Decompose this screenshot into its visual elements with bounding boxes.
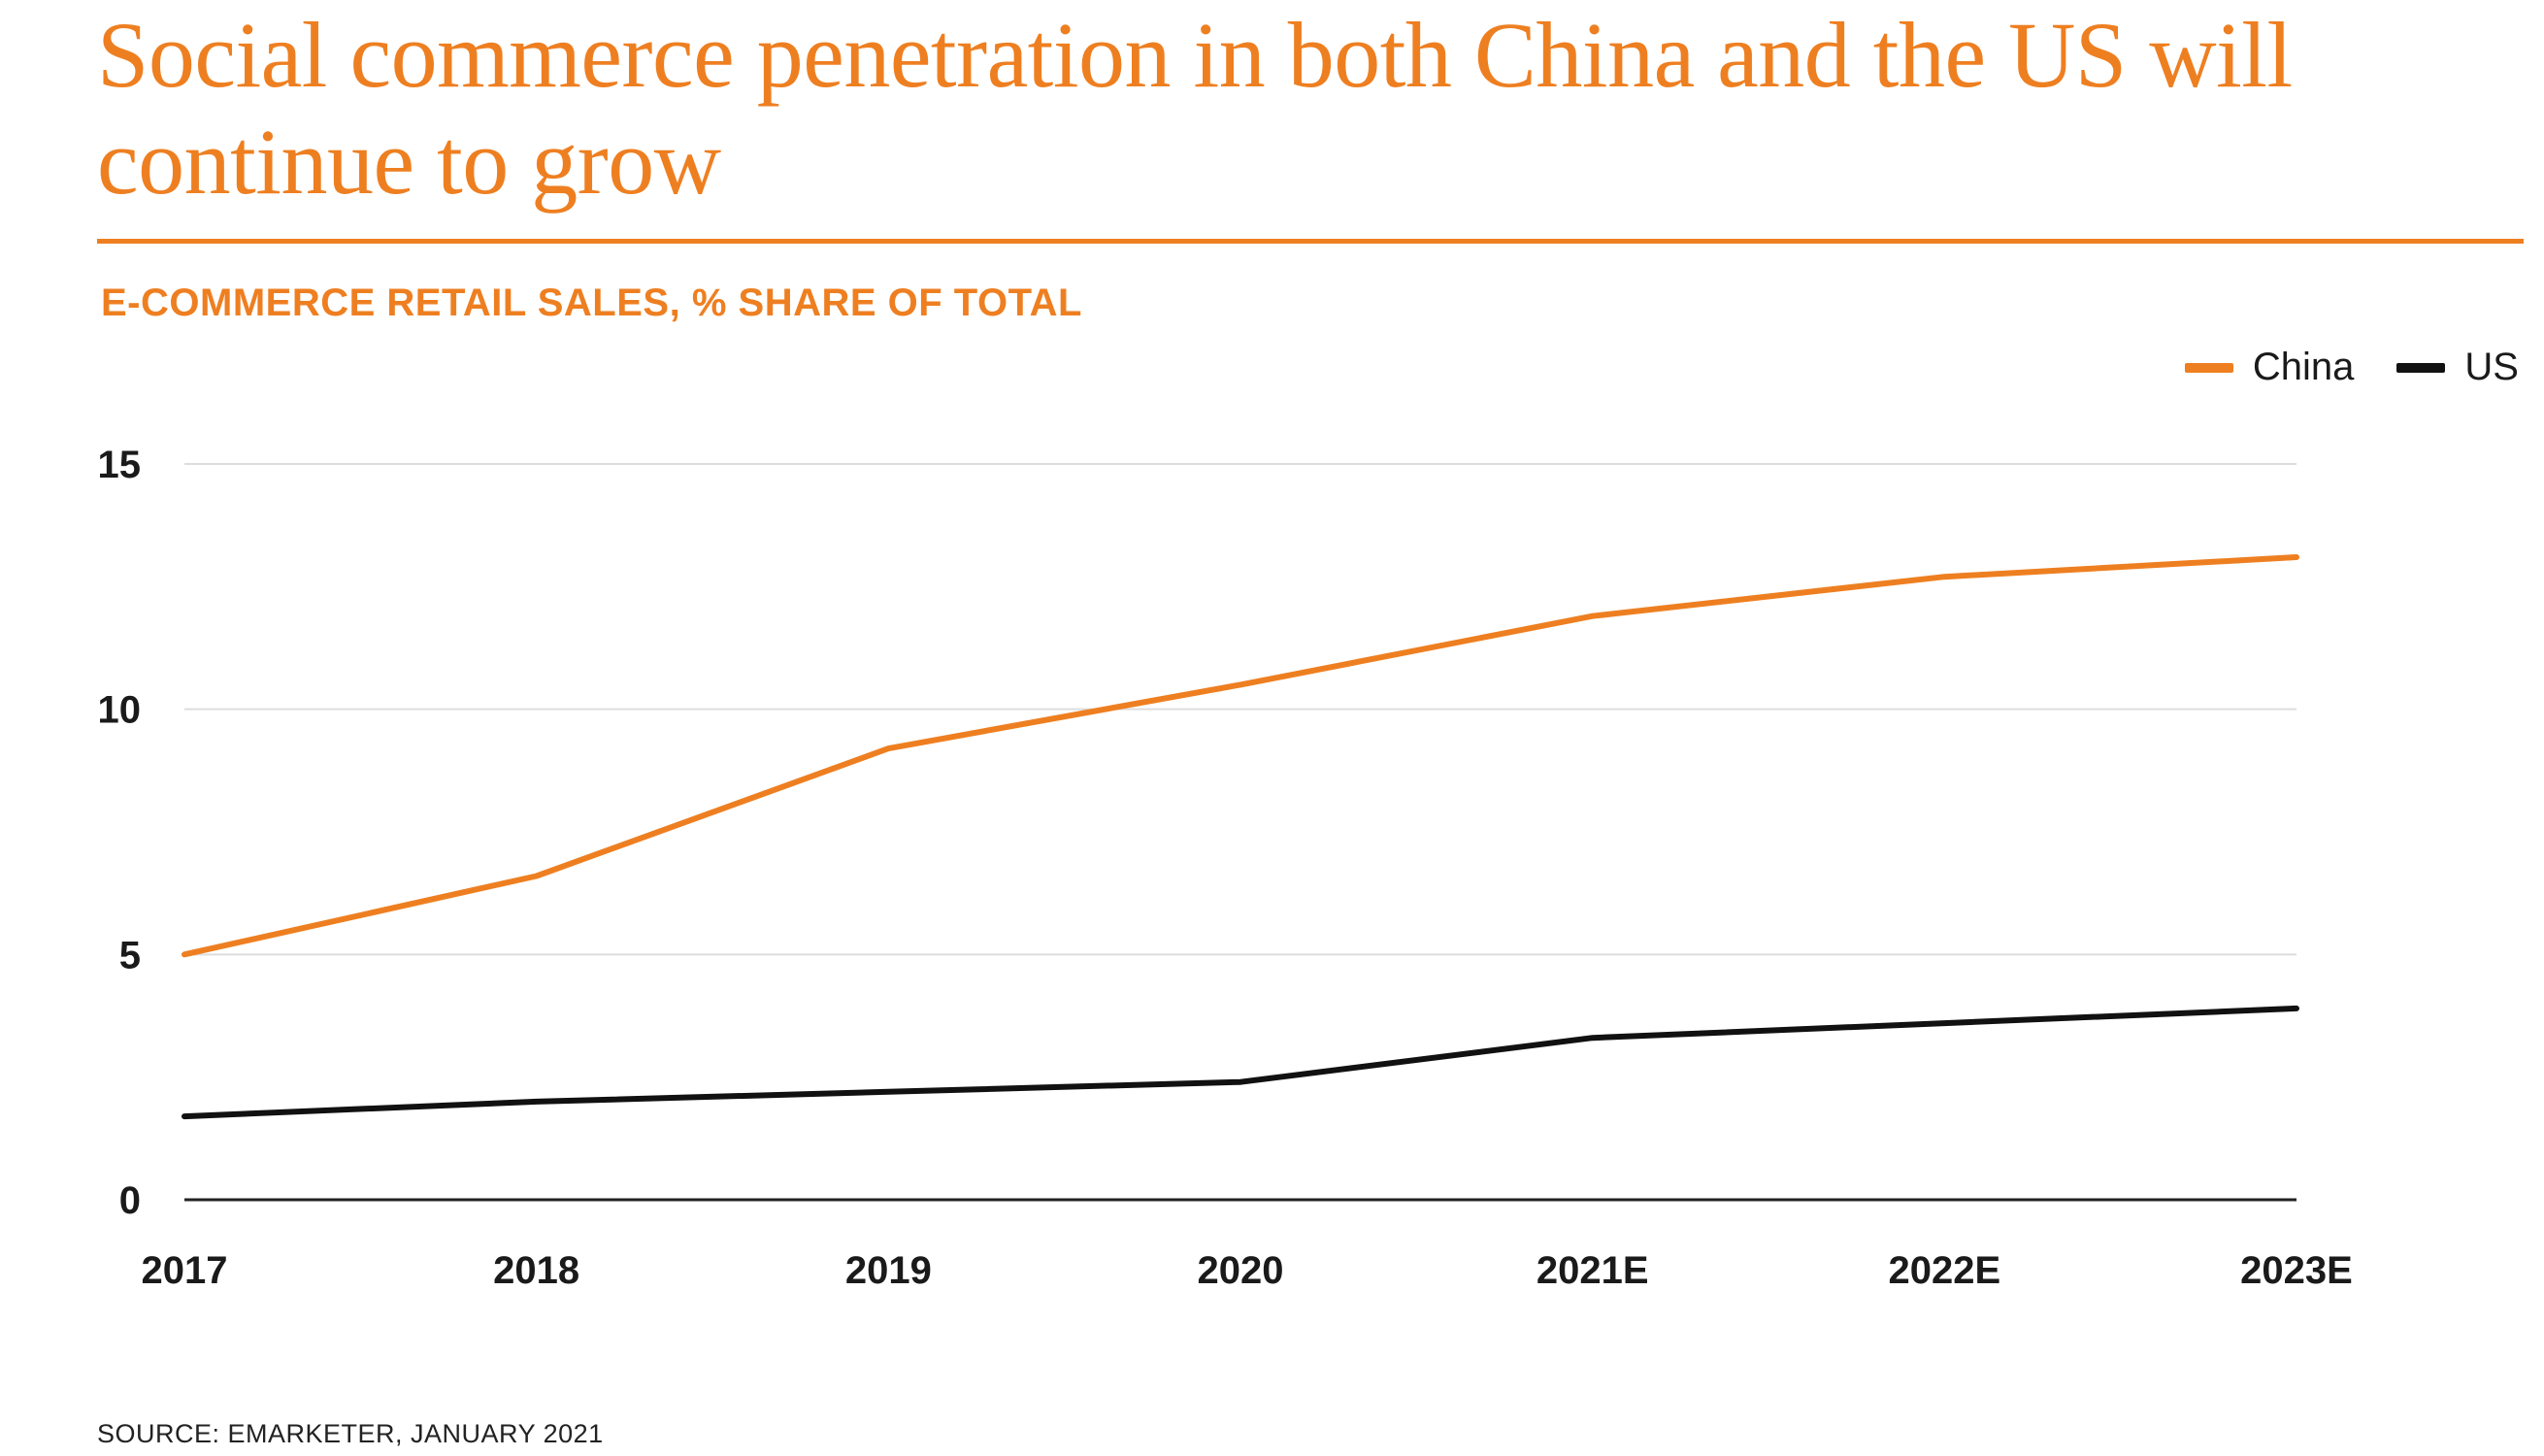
y-tick-label: 5	[119, 934, 141, 976]
title-divider	[97, 239, 2524, 244]
chart-title: Social commerce penetration in both Chin…	[97, 3, 2293, 214]
legend-item-china: China	[2184, 346, 2355, 389]
legend-label-china: China	[2252, 346, 2355, 388]
x-tick-label: 2020	[1198, 1249, 1284, 1292]
legend-label-us: US	[2464, 346, 2519, 388]
legend: China US	[2142, 346, 2519, 389]
x-tick-label: 2017	[142, 1249, 228, 1292]
x-tick-label: 2021E	[1536, 1249, 1649, 1292]
series-layer	[182, 554, 2299, 1120]
y-tick-label: 10	[98, 689, 142, 732]
y-axis-ticks: 0 5 10 15	[98, 444, 142, 1222]
series-line-us	[182, 1005, 2299, 1120]
series-line-china	[182, 554, 2299, 958]
chart-subtitle: E-COMMERCE RETAIL SALES, % SHARE OF TOTA…	[101, 281, 1082, 324]
y-tick-label: 0	[119, 1179, 141, 1222]
legend-swatch-china	[2184, 362, 2233, 373]
x-tick-label: 2022E	[1888, 1249, 2000, 1292]
y-tick-label: 15	[98, 444, 142, 486]
x-tick-label: 2019	[845, 1249, 932, 1292]
grid-layer	[184, 463, 2296, 1202]
legend-item-us: US	[2396, 346, 2519, 389]
source-note: SOURCE: EMARKETER, JANUARY 2021	[97, 1419, 604, 1448]
legend-swatch-us	[2396, 362, 2446, 373]
x-tick-label: 2023E	[2240, 1249, 2353, 1292]
x-axis-ticks: 2017 2018 2019 2020 2021E 2022E 2023E	[142, 1249, 2353, 1292]
x-tick-label: 2018	[493, 1249, 579, 1292]
